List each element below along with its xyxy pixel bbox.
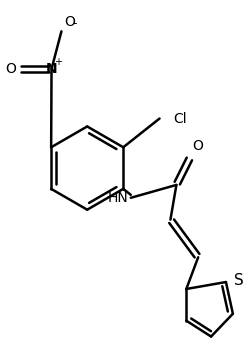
Text: +: + xyxy=(54,57,62,67)
Text: O: O xyxy=(192,139,203,153)
Text: O: O xyxy=(5,62,16,76)
Text: HN: HN xyxy=(108,191,129,205)
Text: S: S xyxy=(234,273,244,288)
Text: -: - xyxy=(72,17,77,30)
Text: O: O xyxy=(64,15,75,29)
Text: N: N xyxy=(46,62,57,76)
Text: Cl: Cl xyxy=(173,112,187,126)
